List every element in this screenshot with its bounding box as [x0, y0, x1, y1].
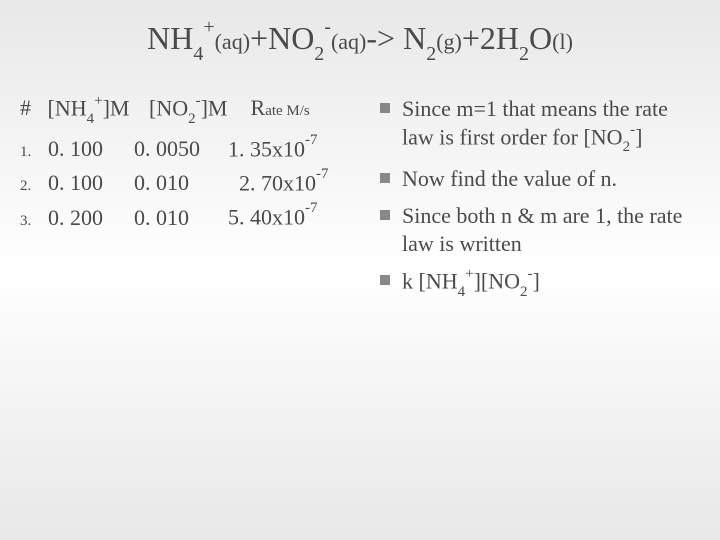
- header-col2: [NO2-]M: [149, 95, 245, 126]
- cell-nh4: 0. 100: [48, 136, 134, 162]
- bullet-icon: [380, 275, 390, 285]
- header-hash: #: [20, 95, 42, 121]
- table-row: 3. 0. 200 0. 010 5. 40x10-7: [20, 204, 360, 230]
- row-num: 1.: [20, 144, 48, 161]
- cell-nh4: 0. 200: [48, 205, 134, 231]
- bullet-icon: [380, 173, 390, 183]
- bullet-text: Since m=1 that means the rate law is fir…: [402, 95, 700, 155]
- cell-no2: 0. 0050: [134, 136, 228, 162]
- list-item: Now find the value of n.: [380, 165, 700, 193]
- content-area: # [NH4+]M [NO2-]M Rate M/s 1. 0. 100 0. …: [20, 95, 700, 310]
- bullet-text: Now find the value of n.: [402, 165, 617, 193]
- bullet-icon: [380, 210, 390, 220]
- bullet-text: k [NH4+][NO2-]: [402, 267, 540, 299]
- cell-rate: 5. 40x10-7: [228, 204, 318, 230]
- header-col1: [NH4+]M: [48, 95, 144, 126]
- table-row: 2. 0. 100 0. 010 2. 70x10-7: [20, 170, 360, 196]
- bullet-icon: [380, 103, 390, 113]
- cell-no2: 0. 010: [134, 170, 228, 196]
- equation-title: NH4+(aq)+NO2-(aq)-> N2(g)+2H2O(l): [0, 20, 720, 62]
- cell-no2: 0. 010: [134, 205, 228, 231]
- list-item: Since both n & m are 1, the rate law is …: [380, 202, 700, 257]
- bullet-text: Since both n & m are 1, the rate law is …: [402, 202, 700, 257]
- list-item: Since m=1 that means the rate law is fir…: [380, 95, 700, 155]
- explanation-list: Since m=1 that means the rate law is fir…: [380, 95, 700, 310]
- row-num: 3.: [20, 213, 48, 230]
- row-num: 2.: [20, 178, 48, 195]
- cell-nh4: 0. 100: [48, 170, 134, 196]
- data-table: # [NH4+]M [NO2-]M Rate M/s 1. 0. 100 0. …: [20, 95, 360, 310]
- cell-rate: 2. 70x10-7: [228, 170, 329, 196]
- list-item: k [NH4+][NO2-]: [380, 267, 700, 299]
- cell-rate: 1. 35x10-7: [228, 136, 318, 162]
- table-header: # [NH4+]M [NO2-]M Rate M/s: [20, 95, 360, 126]
- header-rate: Rate M/s: [251, 95, 310, 120]
- table-row: 1. 0. 100 0. 0050 1. 35x10-7: [20, 136, 360, 162]
